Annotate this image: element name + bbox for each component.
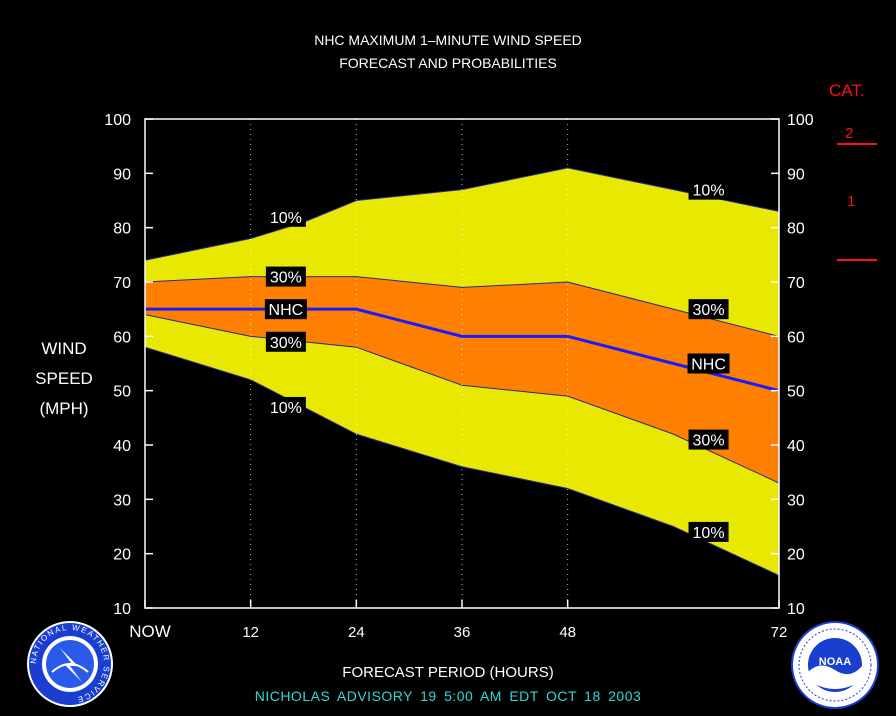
band-label-text: NHC xyxy=(269,302,304,319)
band-label-box xyxy=(688,429,729,450)
band-label-text: 10% xyxy=(270,210,302,227)
y-tick-label-left: 60 xyxy=(113,329,131,346)
advisory-line: NICHOLAS ADVISORY 19 5:00 AM EDT OCT 18 … xyxy=(254,688,642,704)
band-label-box xyxy=(688,179,729,200)
category-2-threshold-line xyxy=(837,143,877,145)
x-tick-label: 72 xyxy=(771,624,788,641)
band-label-box xyxy=(265,331,306,352)
band-edge-line xyxy=(144,314,780,484)
y-axis-label-line-3: (MPH) xyxy=(39,399,89,418)
x-tick-label: 24 xyxy=(348,624,365,641)
y-tick-label-left: 90 xyxy=(113,166,131,183)
x-tick-label: 36 xyxy=(454,624,471,641)
band-label-text: 10% xyxy=(693,525,725,542)
band-label-box xyxy=(264,299,307,320)
y-tick-label-right: 100 xyxy=(787,112,814,129)
category-label-2: 2 xyxy=(845,125,854,142)
band-label-box xyxy=(688,299,729,320)
band-label: 30% xyxy=(688,429,729,450)
category-title: CAT. xyxy=(829,81,865,100)
band-edge-line xyxy=(144,167,780,261)
band-label-box xyxy=(688,521,729,542)
x-tick-label: 12 xyxy=(242,624,259,641)
y-tick-label-left: 40 xyxy=(113,438,131,455)
y-tick-label-left: 10 xyxy=(113,601,131,618)
y-tick-label-left: 50 xyxy=(113,384,131,401)
y-tick-label-left: 70 xyxy=(113,275,131,292)
noaa-logo-text: NOAA xyxy=(819,656,851,668)
band-label-text: 30% xyxy=(270,335,302,352)
x-tick-label: NOW xyxy=(129,622,171,641)
y-tick-label-right: 70 xyxy=(787,275,805,292)
y-tick-label-right: 50 xyxy=(787,384,805,401)
y-tick-label-right: 60 xyxy=(787,329,805,346)
band-label: NHC xyxy=(687,353,730,374)
y-axis-label-line-1: WIND xyxy=(41,339,87,358)
band-label-text: 10% xyxy=(693,183,725,200)
category-label-1: 1 xyxy=(847,193,856,210)
y-tick-label-right: 20 xyxy=(787,547,805,564)
band-label-text: 10% xyxy=(270,400,302,417)
band-label-text: 30% xyxy=(270,270,302,287)
y-tick-label-right: 10 xyxy=(787,601,805,618)
chart-title: NHC MAXIMUM 1–MINUTE WIND SPEED xyxy=(314,32,582,48)
band-label-box xyxy=(265,266,306,287)
noaa-logo: NOAA xyxy=(791,621,879,709)
band-label: 10% xyxy=(688,521,729,542)
nws-logo: NATIONAL WEATHER SERVICE xyxy=(27,621,113,707)
band-label-box xyxy=(687,353,730,374)
y-tick-label-left: 80 xyxy=(113,221,131,238)
nhc-forecast-line xyxy=(145,307,780,393)
band-edge-line xyxy=(144,276,780,337)
y-tick-label-right: 30 xyxy=(787,492,805,509)
band-label: 10% xyxy=(265,206,306,227)
y-tick-label-left: 30 xyxy=(113,492,131,509)
band-label-box xyxy=(265,206,306,227)
band-label: 30% xyxy=(688,299,729,320)
y-axis-label-line-2: SPEED xyxy=(35,369,93,388)
y-tick-label-left: 100 xyxy=(104,112,131,129)
band-label: NHC xyxy=(264,299,307,320)
band-label: 10% xyxy=(265,396,306,417)
band-label-text: 30% xyxy=(693,433,725,450)
y-tick-label-left: 20 xyxy=(113,547,131,564)
x-tick-label: 48 xyxy=(559,624,576,641)
chart-subtitle: FORECAST AND PROBABILITIES xyxy=(339,55,557,71)
band-label-box xyxy=(265,396,306,417)
band-label-text: NHC xyxy=(691,357,726,374)
band-label: 30% xyxy=(265,266,306,287)
y-tick-label-right: 40 xyxy=(787,438,805,455)
band-label-text: 30% xyxy=(693,302,725,319)
category-1-threshold-line xyxy=(837,259,877,261)
y-tick-label-right: 90 xyxy=(787,166,805,183)
x-axis-label: FORECAST PERIOD (HOURS) xyxy=(342,664,554,681)
band-label: 30% xyxy=(265,331,306,352)
y-tick-label-right: 80 xyxy=(787,221,805,238)
band-label: 10% xyxy=(688,179,729,200)
